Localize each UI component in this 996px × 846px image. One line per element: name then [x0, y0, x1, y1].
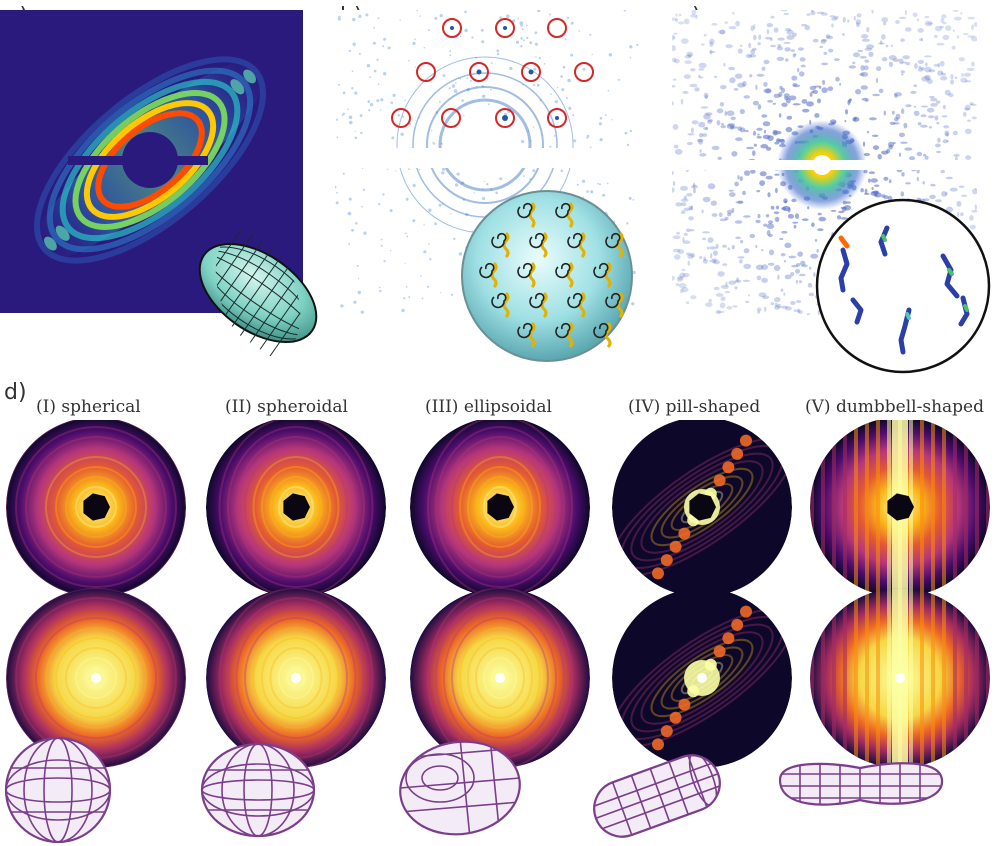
col-title-dumbbell-shaped: (V) dumbbell-shaped: [805, 397, 984, 417]
droplet-blob-inset-icon: [815, 198, 991, 374]
col-title-ellipsoidal: (III) ellipsoidal: [425, 397, 552, 417]
molecular-crystal-inset-icon: [461, 190, 633, 362]
prolate-spheroid-wireframe-icon: [198, 228, 318, 357]
panel-a-diffraction: [0, 10, 303, 313]
col-title-pill-shaped: (IV) pill-shaped: [628, 397, 761, 417]
panel-d-grid: [6, 420, 990, 768]
col-title-spherical: (I) spherical: [36, 397, 141, 417]
shape-wireframes-icon: [4, 736, 944, 844]
panel-label-d: d): [4, 380, 27, 405]
col-title-spheroidal: (II) spheroidal: [225, 397, 348, 417]
